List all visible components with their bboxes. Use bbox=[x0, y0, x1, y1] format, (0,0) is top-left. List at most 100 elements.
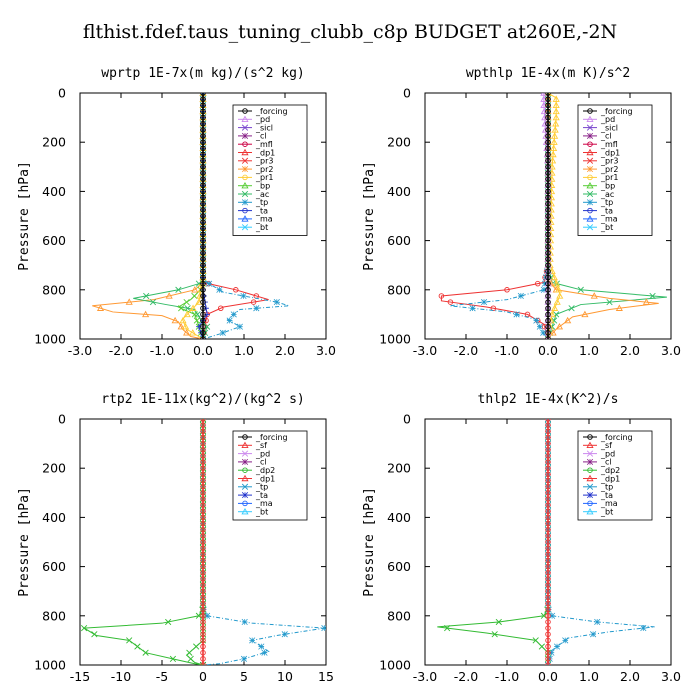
series-marker bbox=[545, 330, 551, 336]
legend-marker bbox=[586, 190, 594, 198]
series-marker bbox=[200, 459, 206, 465]
series-marker bbox=[171, 316, 179, 324]
legend-label: _cl bbox=[600, 458, 612, 467]
series-marker bbox=[200, 213, 206, 219]
series-marker bbox=[200, 453, 206, 459]
series-marker bbox=[545, 637, 551, 644]
legend-label: _forcing bbox=[255, 433, 288, 442]
legend-marker bbox=[587, 141, 593, 147]
legend-marker bbox=[586, 115, 594, 122]
series-marker bbox=[200, 662, 206, 665]
series-marker bbox=[200, 287, 206, 293]
series-marker bbox=[200, 514, 206, 521]
series-marker bbox=[545, 625, 551, 631]
series-marker bbox=[545, 219, 551, 225]
y-axis-label: Pressure [hPa] bbox=[362, 161, 377, 271]
legend-label: _mfl bbox=[255, 140, 273, 149]
series-marker bbox=[577, 286, 584, 293]
series-marker bbox=[240, 292, 247, 300]
series-marker bbox=[552, 113, 560, 121]
legend-label: _pr3 bbox=[600, 157, 618, 166]
series-marker bbox=[590, 631, 597, 638]
series-marker bbox=[541, 126, 550, 133]
x-tick-label: 3.0 bbox=[316, 343, 336, 358]
series-marker bbox=[169, 655, 177, 662]
x-tick-label: 1.0 bbox=[234, 343, 254, 358]
series-marker bbox=[649, 292, 656, 300]
series-marker bbox=[200, 465, 206, 471]
series-marker bbox=[200, 311, 206, 318]
series-marker bbox=[183, 329, 191, 336]
legend: _forcing_pd_sicl_cl_mfl_dp1_pr3_pr2_pr1_… bbox=[232, 104, 308, 236]
legend-marker bbox=[241, 483, 249, 490]
series-marker bbox=[200, 170, 206, 176]
series-marker bbox=[545, 576, 551, 582]
series-marker bbox=[545, 182, 551, 188]
series-marker bbox=[545, 323, 551, 330]
y-tick-label: 800 bbox=[42, 282, 66, 297]
legend-label: _forcing bbox=[600, 433, 633, 442]
y-tick-label: 200 bbox=[42, 461, 66, 476]
series-marker bbox=[545, 606, 551, 613]
series-marker bbox=[545, 422, 551, 428]
series-marker bbox=[182, 322, 190, 330]
series-marker bbox=[200, 551, 206, 558]
legend-label: _cl bbox=[255, 132, 267, 141]
legend-marker bbox=[242, 108, 248, 114]
series-marker bbox=[553, 643, 561, 650]
series-marker bbox=[200, 305, 206, 312]
legend-label: _pd bbox=[600, 115, 615, 124]
x-tick-label: -1.0 bbox=[495, 669, 519, 684]
series-line-ac bbox=[133, 93, 208, 339]
series-marker bbox=[548, 649, 555, 656]
x-tick-label: 1.0 bbox=[579, 669, 599, 684]
x-tick-label: -1.0 bbox=[495, 343, 519, 358]
series-marker bbox=[321, 625, 326, 632]
legend-marker bbox=[241, 458, 249, 465]
series-marker bbox=[545, 114, 551, 121]
legend-marker bbox=[587, 434, 593, 440]
series-marker bbox=[642, 298, 650, 305]
series-marker bbox=[545, 465, 551, 471]
series-marker bbox=[149, 298, 157, 306]
series-marker bbox=[606, 298, 613, 306]
series-marker bbox=[200, 545, 206, 551]
series-marker bbox=[189, 329, 197, 336]
series-marker bbox=[545, 483, 551, 490]
legend-label: _ma bbox=[600, 215, 618, 224]
series-marker bbox=[550, 273, 558, 281]
series-marker bbox=[545, 108, 551, 115]
series-marker bbox=[200, 422, 206, 428]
series-marker bbox=[545, 335, 551, 339]
series-marker bbox=[545, 170, 551, 176]
series-marker bbox=[204, 612, 211, 619]
x-tick-label: 3.0 bbox=[661, 343, 681, 358]
series-marker bbox=[200, 520, 206, 527]
series-group bbox=[80, 419, 326, 665]
series-line-dp2 bbox=[437, 419, 549, 665]
series-marker bbox=[200, 576, 206, 582]
legend-marker bbox=[586, 181, 594, 189]
series-marker bbox=[545, 305, 551, 312]
series-marker bbox=[175, 286, 182, 293]
series-marker bbox=[200, 293, 206, 299]
series-marker bbox=[200, 145, 206, 152]
series-line-dp1 bbox=[440, 93, 549, 339]
series-marker bbox=[200, 219, 206, 225]
series-marker bbox=[545, 447, 551, 453]
series-marker bbox=[200, 256, 206, 262]
series-line-pr1 bbox=[181, 93, 204, 339]
legend-marker bbox=[587, 174, 593, 181]
figure-title: flthist.fdef.taus_tuning_clubb_c8p BUDGE… bbox=[83, 21, 617, 43]
series-marker bbox=[200, 434, 206, 441]
legend-marker bbox=[586, 199, 594, 206]
series-marker bbox=[513, 311, 520, 318]
series-marker bbox=[545, 459, 551, 465]
series-marker bbox=[200, 428, 206, 435]
y-tick-label: 800 bbox=[42, 608, 66, 623]
legend-marker bbox=[586, 492, 594, 499]
panel-title: wprtp 1E-7x(m kg)/(s^2 kg) bbox=[101, 66, 305, 81]
legend-marker bbox=[241, 441, 249, 448]
panels: wprtp 1E-7x(m kg)/(s^2 kg) Pressure [hPa]… bbox=[17, 66, 681, 684]
